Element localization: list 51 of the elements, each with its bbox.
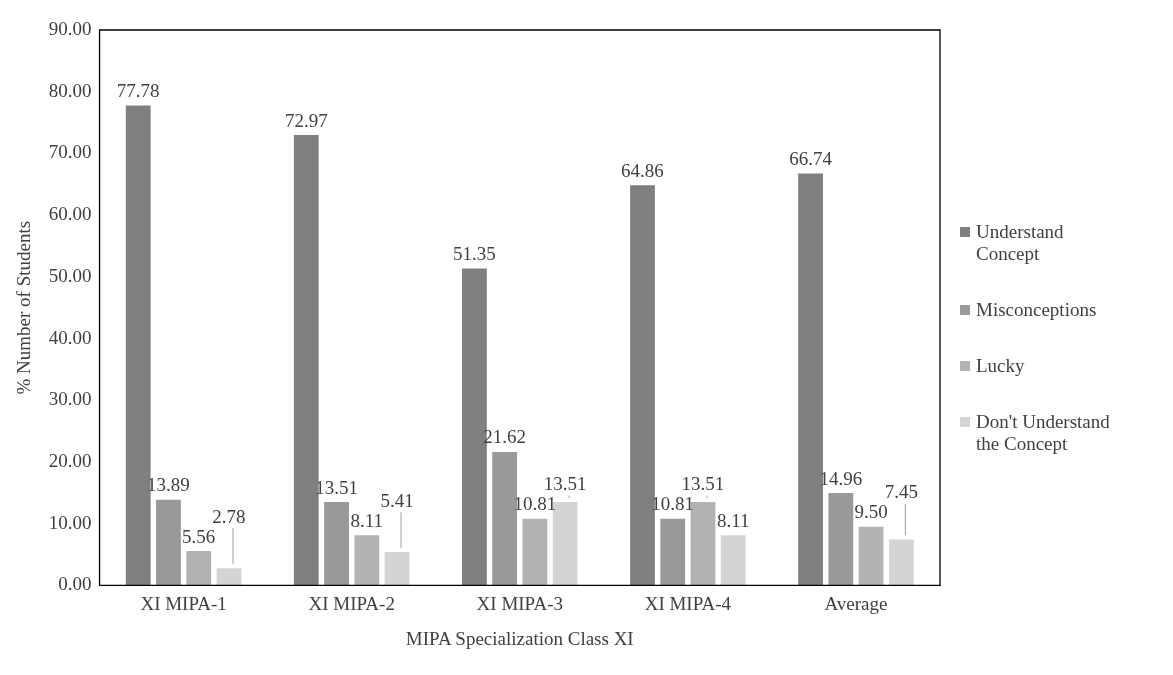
data-label: 77.78 xyxy=(116,79,160,101)
data-label: 51.35 xyxy=(453,243,496,264)
y-tick-label: 70.00 xyxy=(48,141,92,163)
data-label: 10.81 xyxy=(513,493,557,515)
bar xyxy=(888,539,914,586)
y-tick-label: 50.00 xyxy=(48,264,92,286)
y-axis-title: % Number of Students xyxy=(13,220,35,395)
bar xyxy=(798,173,823,586)
y-tick-label: 40.00 xyxy=(48,326,92,348)
x-tick-label: XI MIPA-3 xyxy=(476,592,563,614)
data-label: 2.78 xyxy=(212,505,246,527)
bar xyxy=(720,535,746,586)
bar xyxy=(660,518,686,586)
y-tick-label: 80.00 xyxy=(48,79,92,101)
data-label: 8.11 xyxy=(716,509,750,531)
legend-label: Don't Understand the Concept xyxy=(976,410,1110,455)
x-tick-label: XI MIPA-2 xyxy=(308,592,395,614)
bar xyxy=(354,535,380,586)
data-label: 9.50 xyxy=(854,501,888,523)
x-tick-label: XI MIPA-1 xyxy=(140,592,227,614)
data-label: 8.11 xyxy=(350,509,384,531)
data-label: 72.97 xyxy=(284,109,328,131)
legend-label: Lucky xyxy=(976,354,1025,377)
bar xyxy=(630,185,655,586)
legend-label: Understand Concept xyxy=(976,220,1065,265)
data-label: 7.45 xyxy=(884,481,918,503)
bar xyxy=(293,135,319,586)
legend-label: Misconceptions xyxy=(976,298,1097,321)
x-axis-title: MIPA Specialization Class XI xyxy=(405,627,634,649)
bar xyxy=(522,518,548,586)
y-tick-label: 30.00 xyxy=(48,388,92,410)
y-tick-label: 20.00 xyxy=(48,449,92,471)
data-label: 64.86 xyxy=(621,159,664,181)
bar xyxy=(324,502,349,586)
x-tick-label: XI MIPA-4 xyxy=(644,592,732,614)
data-label: 5.56 xyxy=(182,525,216,547)
y-tick-label: 90.00 xyxy=(48,17,92,39)
y-tick-label: 0.00 xyxy=(58,573,92,595)
bar xyxy=(384,552,410,586)
y-tick-label: 10.00 xyxy=(48,511,92,533)
bar xyxy=(828,493,854,586)
data-label: 13.51 xyxy=(681,473,725,495)
y-tick-label: 60.00 xyxy=(48,203,92,225)
x-tick-label: Average xyxy=(824,592,888,614)
bar xyxy=(216,568,242,586)
bar xyxy=(858,526,884,586)
bar xyxy=(186,551,212,586)
data-label: 66.74 xyxy=(789,148,833,170)
data-label: 5.41 xyxy=(380,489,414,511)
data-label: 13.51 xyxy=(543,473,587,495)
bar xyxy=(156,499,181,586)
